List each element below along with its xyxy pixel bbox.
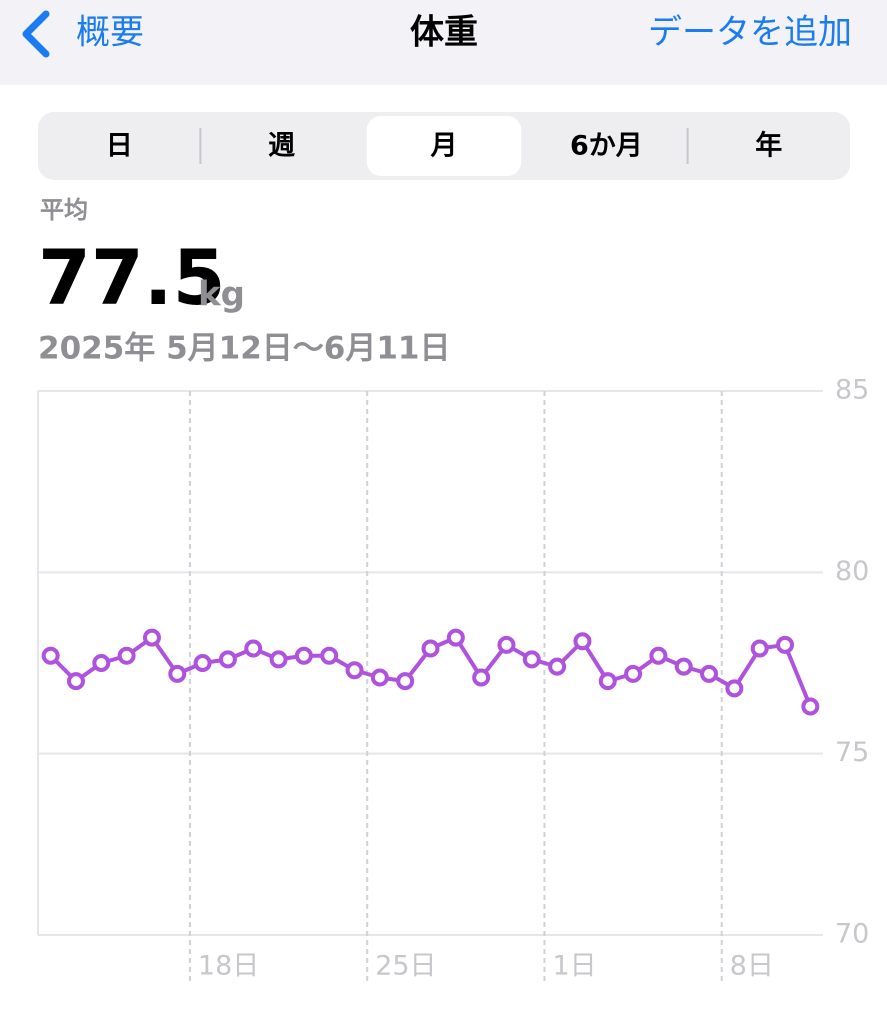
weight-point xyxy=(218,650,237,669)
segment-option[interactable]: 週 xyxy=(268,131,295,162)
back-chevron[interactable] xyxy=(22,10,50,58)
y-tick-label: 70 xyxy=(835,919,869,950)
weight-point xyxy=(750,639,769,658)
weight-point xyxy=(649,646,668,665)
add-data-button[interactable]: データを追加 xyxy=(648,13,852,53)
weight-point xyxy=(193,654,212,672)
weight-point xyxy=(294,646,313,665)
weight-point xyxy=(548,657,567,676)
back-button[interactable]: 概要 xyxy=(76,13,144,53)
weight-point xyxy=(66,672,85,691)
average-label: 平均 xyxy=(40,196,88,224)
average-value: 77.5 xyxy=(38,233,226,322)
average-unit: kg xyxy=(198,275,245,315)
weight-point xyxy=(244,639,263,658)
weight-point xyxy=(269,650,288,669)
y-tick-label: 85 xyxy=(835,375,869,406)
segment-option[interactable]: 年 xyxy=(755,130,782,162)
weight-point xyxy=(598,672,617,691)
nav-title: 体重 xyxy=(410,13,478,53)
segment-option[interactable]: 6か月 xyxy=(570,131,643,162)
weight-point xyxy=(776,635,795,654)
weight-point xyxy=(320,646,339,665)
weight-point xyxy=(421,639,440,658)
weight-point xyxy=(472,668,491,687)
weight-point xyxy=(117,646,136,665)
x-tick-label: 1日 xyxy=(552,951,596,982)
date-range: 2025年 5月12日～6月11日 xyxy=(38,331,451,367)
weight-point xyxy=(700,664,719,683)
weight-point xyxy=(674,657,693,676)
segment-option[interactable]: 日 xyxy=(106,131,133,162)
y-tick-label: 80 xyxy=(835,556,869,587)
weight-point xyxy=(168,664,187,683)
weight-point xyxy=(396,672,415,691)
x-tick-label: 25日 xyxy=(375,951,436,982)
weight-point xyxy=(497,635,516,654)
weight-point xyxy=(801,697,820,716)
weight-point xyxy=(624,664,643,683)
weight-point xyxy=(345,661,364,680)
weight-point xyxy=(725,679,744,698)
x-tick-label: 8日 xyxy=(730,951,774,982)
weight-point xyxy=(92,654,111,672)
weight-point xyxy=(142,628,161,647)
segment-option[interactable]: 月 xyxy=(430,131,458,162)
weight-point xyxy=(41,646,60,665)
weight-point xyxy=(573,632,592,651)
weight-point xyxy=(522,650,541,669)
weight-point xyxy=(446,628,465,647)
x-tick-label: 18日 xyxy=(198,951,259,982)
weight-point xyxy=(370,668,389,687)
nav-bar xyxy=(0,0,887,85)
segment-selected-bg xyxy=(366,116,522,176)
y-tick-label: 75 xyxy=(835,737,869,768)
